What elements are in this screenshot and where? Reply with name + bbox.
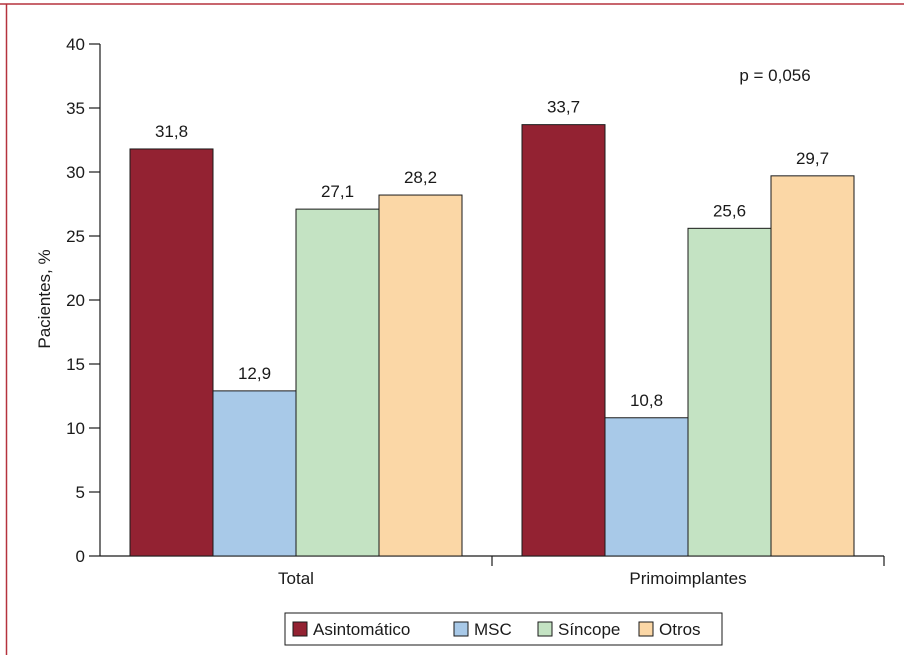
x-category-label: Total	[278, 569, 314, 588]
y-tick-label: 30	[66, 163, 85, 182]
bar-value-label: 12,9	[238, 364, 271, 383]
y-tick-label: 25	[66, 227, 85, 246]
bar	[378, 194, 463, 557]
p-value-annotation: p = 0,056	[739, 66, 810, 85]
bar	[604, 417, 689, 557]
y-axis-label: Pacientes, %	[35, 249, 54, 348]
legend-swatch	[638, 621, 654, 637]
legend-swatch	[292, 621, 308, 637]
legend-label: Otros	[659, 620, 701, 639]
data-labels: 31,8 12,9 27,1 28,2 33,7 10,8 25,6 29,7	[155, 98, 829, 410]
bars	[129, 124, 855, 557]
bar	[212, 390, 297, 557]
bar	[129, 148, 214, 557]
y-axis: 0 5 10 15 20 25 30 35 40	[66, 35, 101, 566]
y-tick-label: 20	[66, 291, 85, 310]
legend-label: Síncope	[558, 620, 620, 639]
y-tick-label: 35	[66, 99, 85, 118]
x-axis: Total Primoimplantes	[100, 555, 885, 588]
legend-label: MSC	[474, 620, 512, 639]
bar-value-label: 27,1	[321, 182, 354, 201]
y-tick-label: 5	[76, 483, 85, 502]
legend: Asintomático MSC Síncope Otros	[284, 612, 723, 646]
bar	[770, 175, 855, 557]
y-tick-label: 0	[76, 547, 85, 566]
bar	[521, 124, 606, 557]
legend-swatch	[453, 621, 469, 637]
bar-value-label: 33,7	[547, 98, 580, 117]
bar	[295, 208, 380, 557]
legend-label: Asintomático	[313, 620, 410, 639]
y-tick-label: 15	[66, 355, 85, 374]
frame-lines	[0, 3, 904, 655]
bar-value-label: 25,6	[713, 201, 746, 220]
bar-value-label: 10,8	[630, 391, 663, 410]
y-tick-label: 40	[66, 35, 85, 54]
x-category-label: Primoimplantes	[629, 569, 746, 588]
bar	[687, 227, 772, 557]
bar-value-label: 31,8	[155, 122, 188, 141]
legend-swatch	[537, 621, 553, 637]
bar-value-label: 28,2	[404, 168, 437, 187]
y-tick-label: 10	[66, 419, 85, 438]
bar-value-label: 29,7	[796, 149, 829, 168]
